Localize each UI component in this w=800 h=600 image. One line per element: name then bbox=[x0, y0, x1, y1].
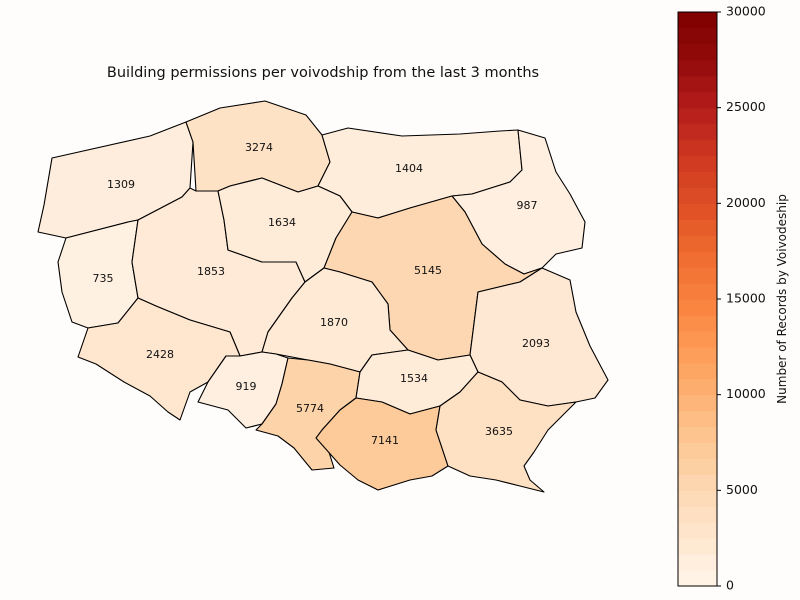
colorbar-tick-label: 10000 bbox=[726, 386, 766, 401]
colorbar-band bbox=[678, 506, 717, 523]
value-label-slaskie: 5774 bbox=[296, 402, 324, 415]
colorbar-band bbox=[678, 91, 717, 109]
colorbar-band bbox=[678, 123, 717, 141]
colorbar-band bbox=[678, 362, 717, 380]
value-label-podlaskie: 987 bbox=[517, 199, 538, 212]
colorbar: 0 5000 10000 15000 20000 25000 30000 Number of… bbox=[677, 4, 789, 593]
value-label-swietokrzyskie: 1534 bbox=[400, 372, 428, 385]
value-label-wielkopolskie: 1853 bbox=[197, 265, 225, 278]
colorbar-band bbox=[678, 570, 717, 587]
colorbar-band bbox=[678, 314, 717, 332]
colorbar-band bbox=[678, 171, 717, 188]
colorbar-band bbox=[678, 43, 717, 61]
colorbar-band bbox=[678, 330, 717, 348]
region-podkarpackie bbox=[435, 371, 577, 493]
colorbar-band bbox=[678, 490, 717, 507]
colorbar-tick-label: 5000 bbox=[726, 482, 758, 497]
value-label-dolnoslaskie: 2428 bbox=[146, 348, 174, 361]
colorbar-band bbox=[678, 251, 717, 268]
value-label-mazowieckie: 5145 bbox=[414, 264, 442, 277]
voivodeship-map bbox=[37, 100, 609, 493]
value-label-pomorskie: 3274 bbox=[245, 141, 273, 154]
colorbar-band bbox=[678, 139, 717, 157]
colorbar-tick-label: 0 bbox=[726, 578, 734, 593]
value-label-kujawsko-pomorskie: 1634 bbox=[268, 216, 296, 229]
colorbar-band bbox=[678, 219, 717, 236]
colorbar-band bbox=[678, 187, 717, 204]
colorbar-band bbox=[678, 283, 717, 300]
value-label-zachodniopomorskie: 1309 bbox=[107, 178, 135, 191]
colorbar-band bbox=[678, 426, 717, 444]
colorbar-band bbox=[678, 522, 717, 539]
colorbar-band bbox=[678, 299, 717, 316]
value-label-lubuskie: 735 bbox=[93, 272, 114, 285]
colorbar-label: Number of Records by Voivodeship bbox=[775, 194, 789, 404]
chart-title: Building permissions per voivodship from… bbox=[107, 65, 539, 81]
colorbar-band bbox=[678, 203, 717, 220]
colorbar-band bbox=[678, 75, 717, 93]
colorbar-band bbox=[678, 155, 717, 173]
colorbar-band bbox=[678, 346, 717, 364]
colorbar-band bbox=[678, 27, 717, 45]
colorbar-tick-label: 25000 bbox=[726, 99, 766, 114]
colorbar-band bbox=[678, 442, 717, 460]
colorbar-band bbox=[678, 59, 717, 77]
colorbar-band bbox=[678, 554, 717, 571]
value-label-warminsko-mazurskie: 1404 bbox=[395, 162, 423, 175]
colorbar-bands bbox=[678, 12, 717, 587]
value-label-opolskie: 919 bbox=[236, 380, 257, 393]
colorbar-band bbox=[678, 378, 717, 396]
value-label-podkarpackie: 3635 bbox=[485, 425, 513, 438]
colorbar-band bbox=[678, 107, 717, 125]
colorbar-band bbox=[678, 538, 717, 555]
colorbar-band bbox=[678, 410, 717, 428]
colorbar-band bbox=[678, 267, 717, 284]
colorbar-tick-label: 30000 bbox=[726, 4, 766, 19]
colorbar-tick-label: 15000 bbox=[726, 291, 766, 306]
colorbar-tick-label: 20000 bbox=[726, 195, 766, 210]
value-label-malopolskie: 7141 bbox=[371, 434, 399, 447]
colorbar-band bbox=[678, 474, 717, 491]
colorbar-band bbox=[678, 12, 717, 29]
region-malopolskie bbox=[315, 397, 449, 491]
colorbar-ticks: 0 5000 10000 15000 20000 25000 30000 bbox=[717, 4, 766, 593]
colorbar-band bbox=[678, 458, 717, 475]
colorbar-band bbox=[678, 235, 717, 252]
region-value-labels: 1309 3274 1404 987 735 1853 1634 5145 18… bbox=[93, 141, 551, 447]
colorbar-band bbox=[678, 394, 717, 412]
value-label-lodzkie: 1870 bbox=[320, 316, 348, 329]
region-slaskie bbox=[255, 357, 361, 471]
value-label-lubelskie: 2093 bbox=[522, 337, 550, 350]
